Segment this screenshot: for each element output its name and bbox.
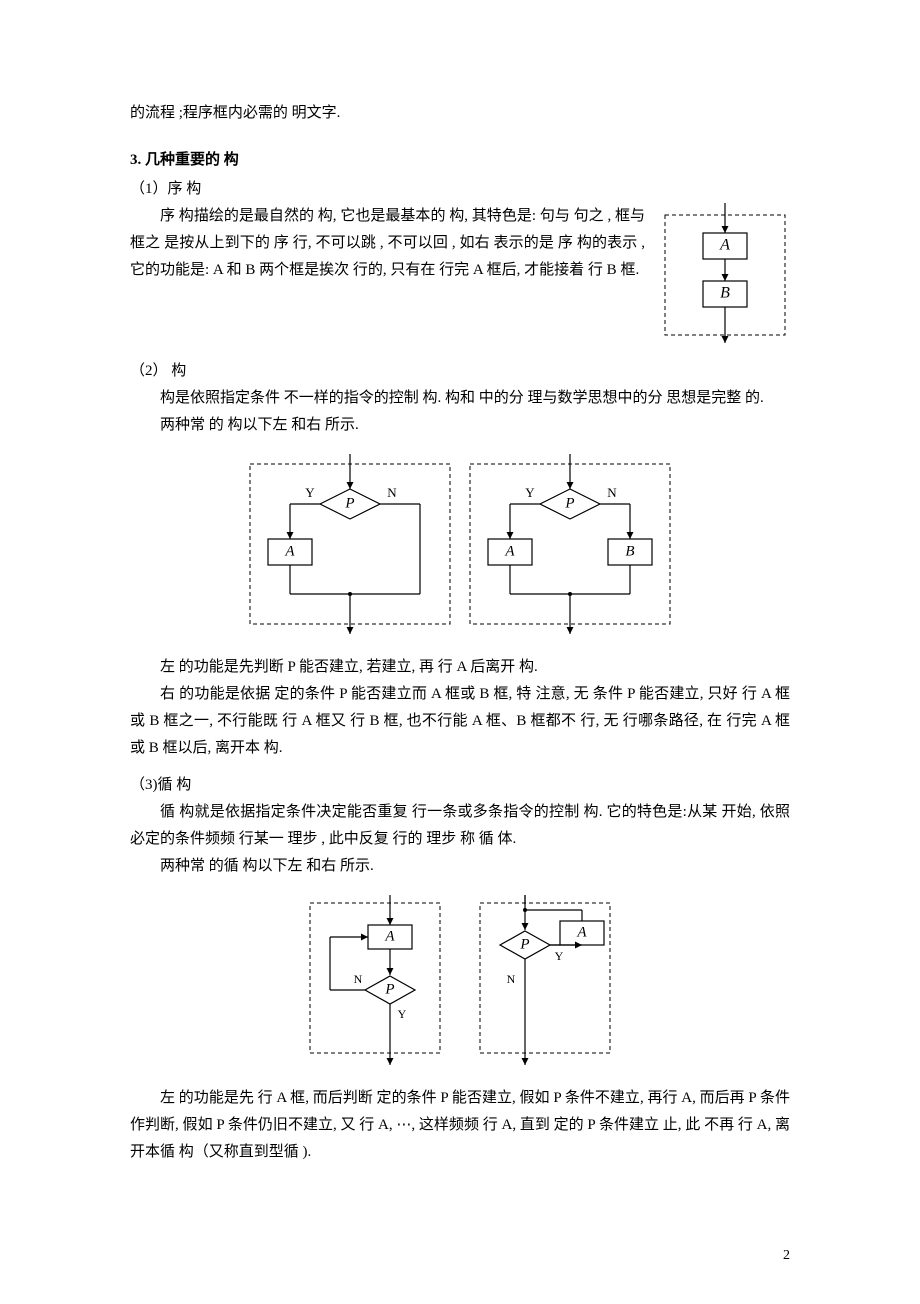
section-3-3-p2: 两种常 的循 构以下左 和右 所示. <box>130 853 790 880</box>
section-3-title: 3. 几种重要的 构 <box>130 147 790 174</box>
svg-text:N: N <box>387 485 397 500</box>
svg-text:Y: Y <box>305 485 315 500</box>
svg-text:B: B <box>720 285 730 302</box>
svg-text:Y: Y <box>525 485 535 500</box>
svg-text:A: A <box>504 543 515 559</box>
svg-text:Y: Y <box>555 949 564 963</box>
section-3-3-p3: 左 的功能是先 行 A 框, 而后判断 定的条件 P 能否建立, 假如 P 条件… <box>130 1085 790 1166</box>
top-line: 的流程 ;程序框内必需的 明文字. <box>130 100 790 127</box>
loop-diagram: APNYPYANNPYAN <box>130 895 790 1070</box>
section-3-1-title: （1）序 构 <box>130 176 790 203</box>
sequence-diagram: AB <box>660 203 790 348</box>
section-3-2-p4: 右 的功能是依据 定的条件 P 能否建立而 A 框或 B 框, 特 注意, 无 … <box>130 681 790 762</box>
condition-diagram: P Y A N P Y A N B <box>130 454 790 639</box>
svg-text:P: P <box>384 981 394 997</box>
svg-text:P: P <box>519 936 529 952</box>
sequence-svg: AB <box>660 203 790 343</box>
section-3-number: 3. 几种重要的 构 <box>130 152 239 168</box>
svg-text:A: A <box>719 237 730 254</box>
svg-text:A: A <box>384 928 395 944</box>
condition-svg: P Y A N P Y A N B <box>240 454 680 634</box>
page-number: 2 <box>783 1248 790 1264</box>
section-3-3-title: （3)循 构 <box>130 772 790 799</box>
page: 的流程 ;程序框内必需的 明文字. 3. 几种重要的 构 （1）序 构 AB 序… <box>0 0 920 1304</box>
section-3-2-title: （2） 构 <box>130 358 790 385</box>
section-3-2-p3: 左 的功能是先判断 P 能否建立, 若建立, 再 行 A 后离开 构. <box>130 654 790 681</box>
svg-text:B: B <box>625 543 634 559</box>
section-3-3-p1: 循 构就是依据指定条件决定能否重复 行一条或多条指令的控制 构. 它的特色是:从… <box>130 799 790 853</box>
svg-text:N: N <box>507 972 516 986</box>
svg-text:P: P <box>564 495 574 511</box>
svg-text:A: A <box>284 543 295 559</box>
svg-text:A: A <box>576 924 587 940</box>
section-3-2-p2: 两种常 的 构以下左 和右 所示. <box>130 412 790 439</box>
svg-text:Y: Y <box>398 1007 407 1021</box>
svg-text:N: N <box>354 972 363 986</box>
loop-svg: APNYPYANNPYAN <box>295 895 625 1065</box>
svg-text:N: N <box>607 485 617 500</box>
section-3-2-p1: 构是依照指定条件 不一样的指令的控制 构. 构和 中的分 理与数学思想中的分 思… <box>130 385 790 412</box>
svg-text:P: P <box>344 495 354 511</box>
